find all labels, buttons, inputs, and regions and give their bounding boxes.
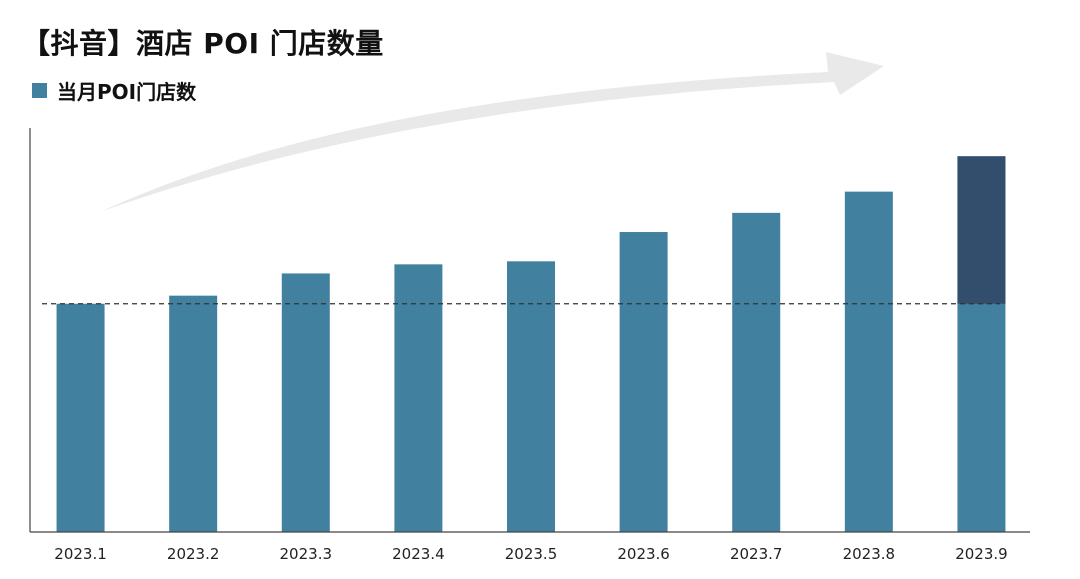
bar-2023.8 bbox=[844, 191, 893, 532]
highlight-group bbox=[957, 156, 1006, 304]
x-tick-label: 2023.1 bbox=[54, 545, 107, 563]
x-tick-label: 2023.6 bbox=[617, 545, 670, 563]
bar-2023.6 bbox=[619, 232, 668, 532]
legend-swatch bbox=[32, 83, 47, 98]
chart-title: 【抖音】酒店 POI 门店数量 bbox=[22, 27, 384, 60]
bar-2023.3 bbox=[281, 273, 330, 532]
bar-2023.7 bbox=[732, 212, 781, 532]
bars-group bbox=[56, 156, 1006, 532]
bar-2023.4 bbox=[394, 264, 443, 532]
legend-label: 当月POI门店数 bbox=[57, 80, 197, 104]
x-tick-label: 2023.8 bbox=[843, 545, 896, 563]
bar-increase-highlight bbox=[957, 156, 1006, 304]
legend: 当月POI门店数 bbox=[32, 76, 196, 105]
bar-2023.5 bbox=[507, 261, 555, 532]
x-tick-label: 2023.5 bbox=[505, 545, 558, 563]
x-tick-label: 2023.4 bbox=[392, 545, 445, 563]
trend-arrow bbox=[100, 52, 884, 212]
x-tick-label: 2023.9 bbox=[955, 545, 1008, 563]
x-tick-label: 2023.7 bbox=[730, 545, 783, 563]
bar-2023.2 bbox=[169, 295, 218, 532]
x-tick-label: 2023.3 bbox=[280, 545, 333, 563]
x-tick-labels: 2023.1 2023.2 2023.3 2023.4 2023.5 2023.6 2023… bbox=[54, 545, 1007, 563]
bar-2023.1 bbox=[56, 303, 105, 532]
x-tick-label: 2023.2 bbox=[167, 545, 220, 563]
